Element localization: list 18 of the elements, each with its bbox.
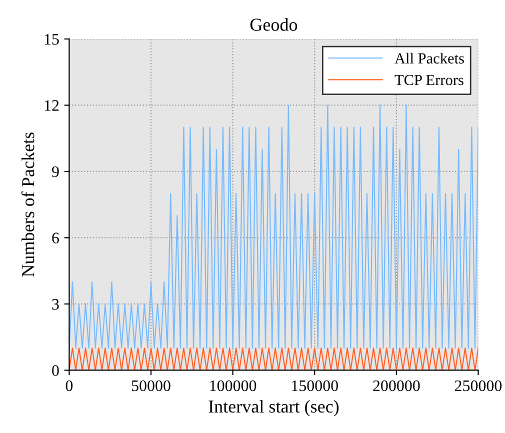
y-tick-label: 12 xyxy=(44,100,59,111)
line-series xyxy=(69,104,478,349)
x-tick-label: 100000 xyxy=(210,380,256,392)
y-tick-label: 9 xyxy=(52,166,59,178)
x-axis-title: Interval start (sec) xyxy=(208,400,339,416)
y-tick-label: 15 xyxy=(44,34,59,45)
y-tick-label: 3 xyxy=(52,298,59,310)
y-axis-title: Numbers of Packets xyxy=(21,132,34,277)
x-tick-label: 250000 xyxy=(454,380,502,392)
x-tick-label: 150000 xyxy=(292,380,338,392)
x-tick-label: 200000 xyxy=(373,380,420,392)
chart-title: Geodo xyxy=(250,18,298,31)
y-tick-label: 6 xyxy=(52,232,59,244)
legend-label: TCP Errors xyxy=(394,74,464,86)
x-tick-label: 50000 xyxy=(132,380,170,392)
legend-label: All Packets xyxy=(394,52,464,64)
x-tick-label: 0 xyxy=(66,380,73,392)
y-tick-label: 0 xyxy=(52,365,59,376)
